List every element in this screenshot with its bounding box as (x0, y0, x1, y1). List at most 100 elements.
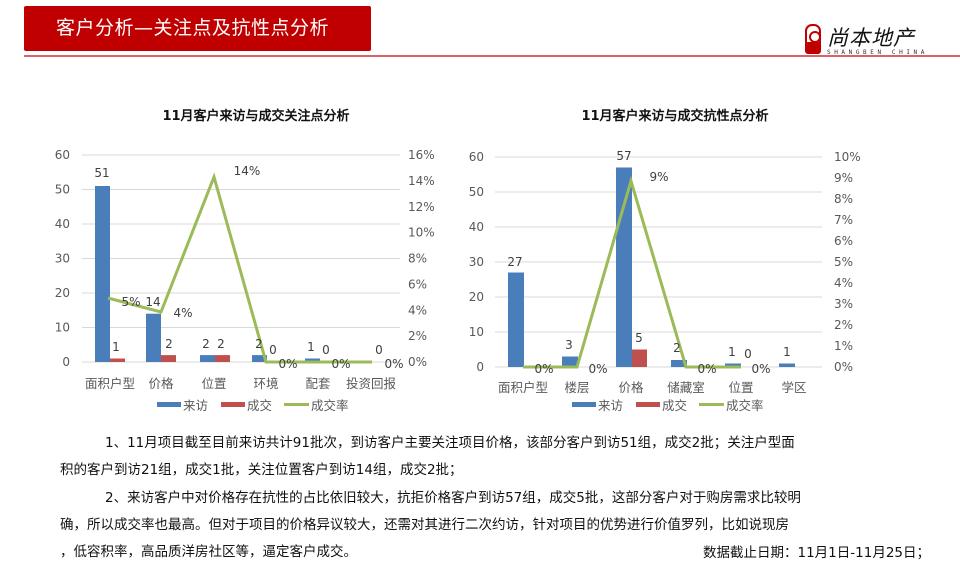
svg-text:14: 14 (145, 295, 160, 309)
svg-text:40: 40 (469, 220, 484, 234)
svg-text:2: 2 (255, 337, 263, 351)
bar-deals (632, 349, 647, 367)
y-axis-right: 0% 2% 4% 6% 8% 10% 12% 14% 16% (408, 148, 435, 369)
svg-text:2%: 2% (408, 329, 427, 343)
svg-text:0%: 0% (331, 357, 350, 371)
svg-text:10: 10 (469, 325, 484, 339)
svg-text:6%: 6% (408, 278, 427, 292)
svg-text:4%: 4% (834, 276, 853, 290)
series-deals (110, 355, 230, 362)
svg-text:1: 1 (728, 345, 736, 359)
svg-text:4%: 4% (173, 306, 192, 320)
svg-text:0: 0 (322, 343, 330, 357)
bar-deals (161, 355, 176, 362)
svg-text:来访: 来访 (183, 398, 208, 413)
svg-text:位置: 位置 (201, 376, 226, 391)
svg-text:1: 1 (783, 345, 791, 359)
bar-visits (252, 355, 267, 362)
svg-text:30: 30 (55, 252, 70, 266)
svg-text:0%: 0% (534, 362, 553, 376)
svg-text:57: 57 (616, 149, 631, 163)
svg-text:14%: 14% (408, 174, 435, 188)
svg-text:3%: 3% (834, 297, 853, 311)
svg-text:16%: 16% (408, 148, 435, 162)
data-cutoff-note: 数据截止日期：11月1日-11月25日； (703, 545, 930, 561)
svg-text:30: 30 (469, 255, 484, 269)
legend: 来访 成交 成交率 (157, 398, 349, 413)
legend: 来访 成交 成交率 (572, 398, 764, 413)
bar-visits (508, 272, 524, 367)
svg-text:60: 60 (55, 148, 70, 162)
bar-visits (725, 363, 741, 367)
svg-text:成交: 成交 (247, 398, 272, 413)
series-visits (508, 167, 795, 367)
logo-subtext: SHANGBEN CHINA (827, 49, 928, 56)
legend-swatch-visits (157, 402, 181, 407)
svg-text:位置: 位置 (728, 380, 753, 395)
paragraph-1-line-1: 1、11月项目截至目前来访共计91批次，到访客户主要关注项目价格，该部分客户到访… (105, 435, 795, 451)
svg-text:储藏室: 储藏室 (667, 380, 705, 395)
data-labels: 51 14 2 2 1 1 2 2 0 0 0 5% 4% 14% 0% 0% … (94, 164, 403, 371)
svg-text:1: 1 (112, 340, 120, 354)
svg-text:配套: 配套 (305, 376, 331, 391)
svg-text:50: 50 (55, 183, 70, 197)
svg-text:20: 20 (469, 290, 484, 304)
bar-deals (110, 358, 125, 362)
x-axis-labels: 面积户型 楼层 价格 储藏室 位置 学区 (498, 380, 807, 395)
legend-swatch-visits (572, 402, 596, 407)
svg-text:8%: 8% (408, 252, 427, 266)
svg-text:成交率: 成交率 (726, 398, 764, 413)
svg-text:楼层: 楼层 (564, 380, 589, 395)
series-rate-line (523, 175, 741, 369)
svg-text:面积户型: 面积户型 (85, 376, 135, 391)
svg-text:20: 20 (55, 286, 70, 300)
svg-text:10%: 10% (834, 150, 861, 164)
svg-text:5: 5 (635, 331, 643, 345)
svg-text:学区: 学区 (781, 380, 806, 395)
paragraph-2-line-2: 确，所以成交率也最高。但对于项目的价格异议较大，还需对其进行二次约访，针对项目的… (60, 517, 789, 533)
svg-text:40: 40 (55, 217, 70, 231)
svg-text:0%: 0% (751, 362, 770, 376)
svg-text:价格: 价格 (148, 376, 174, 391)
svg-text:7%: 7% (834, 213, 853, 227)
paragraph-2-line-3: ，低容积率，高品质洋房社区等，逼定客户成交。 (60, 544, 357, 560)
bar-visits (146, 313, 161, 362)
series-visits (95, 186, 320, 362)
data-labels: 27 3 57 2 1 1 5 0 0% 0% 9% 0% 0% (507, 149, 790, 376)
chart-title: 11月客户来访与成交抗性点分析 (581, 108, 768, 124)
legend-swatch-deals (636, 402, 660, 407)
svg-text:9%: 9% (834, 171, 853, 185)
svg-text:2: 2 (202, 337, 210, 351)
svg-text:10%: 10% (408, 226, 435, 240)
svg-text:成交率: 成交率 (311, 398, 349, 413)
svg-text:50: 50 (469, 185, 484, 199)
svg-text:12%: 12% (408, 200, 435, 214)
svg-text:0: 0 (744, 347, 752, 361)
y-axis-right: 0% 1% 2% 3% 4% 5% 6% 7% 8% 9% 10% (834, 150, 861, 374)
svg-text:51: 51 (94, 166, 109, 180)
svg-text:投资回报: 投资回报 (346, 376, 397, 391)
svg-text:14%: 14% (234, 164, 261, 178)
svg-text:27: 27 (507, 255, 522, 269)
bar-visits (616, 167, 632, 367)
svg-text:0%: 0% (834, 360, 853, 374)
svg-text:4%: 4% (408, 304, 427, 318)
svg-text:环境: 环境 (253, 376, 278, 391)
gridlines (82, 154, 400, 363)
bar-visits (562, 356, 578, 367)
svg-text:价格: 价格 (618, 380, 644, 395)
svg-text:0%: 0% (278, 357, 297, 371)
svg-text:0: 0 (375, 343, 383, 357)
svg-text:来访: 来访 (598, 398, 623, 413)
svg-text:面积户型: 面积户型 (498, 380, 548, 395)
bar-deals (215, 355, 230, 362)
paragraph-1-line-2: 积的客户到访21组，成交1批，关注位置客户到访14组，成交2批； (60, 462, 463, 478)
svg-text:成交: 成交 (662, 398, 687, 413)
bar-visits (779, 363, 795, 367)
svg-text:0%: 0% (384, 357, 403, 371)
gridlines (495, 156, 822, 368)
svg-text:0%: 0% (588, 362, 607, 376)
svg-text:10: 10 (55, 321, 70, 335)
